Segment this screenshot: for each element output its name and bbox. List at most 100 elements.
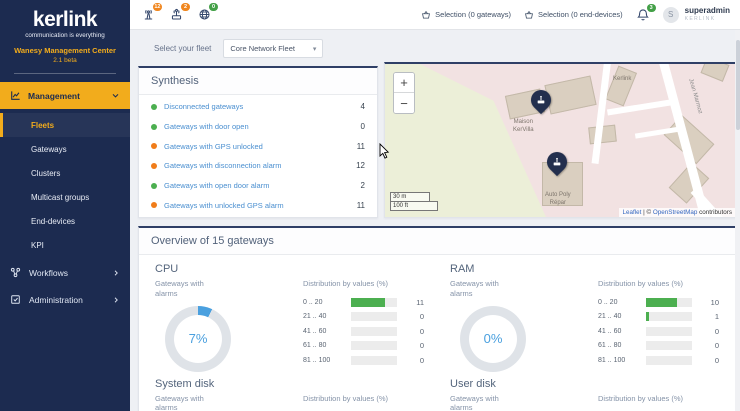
bar-fill	[646, 312, 650, 322]
bar-fill	[351, 297, 385, 307]
distribution-row: 81 .. 100 0	[303, 355, 424, 365]
overview-panel: Overview of 15 gateways CPU Gateways wit…	[138, 226, 736, 411]
status-dot-icon	[151, 123, 157, 130]
avatar: S	[662, 6, 679, 23]
user-disk-section: User disk Gateways with alarms Distribut…	[450, 378, 719, 411]
basket-icon	[524, 10, 534, 20]
synthesis-row: Gateways with open door alarm 2	[139, 176, 377, 196]
status-dot-icon	[151, 162, 157, 169]
sidebar-subitem[interactable]: Gateways	[0, 137, 130, 161]
attribution-suffix: contributors	[697, 209, 732, 216]
map-panel: Kerlink Maison KerVilla Auto Poly Répar …	[384, 62, 736, 218]
map-canvas[interactable]: Kerlink Maison KerVilla Auto Poly Répar …	[385, 64, 735, 217]
range-label: 81 .. 100	[303, 356, 331, 364]
gateway-pin-icon[interactable]	[526, 85, 556, 115]
synthesis-panel: Synthesis Disconnected gateways 4 Gatewa…	[138, 66, 378, 218]
synthesis-link[interactable]: Disconnected gateways	[164, 102, 244, 112]
synthesis-row: Gateways with unlocked GPS alarm 11	[139, 195, 377, 215]
fleet-select-value: Core Network Fleet	[230, 44, 295, 53]
cpu-section: CPU Gateways with alarms 7% Distribution…	[155, 263, 424, 372]
user-menu[interactable]: S superadmin KERLINK	[662, 6, 730, 23]
selection-gateways-button[interactable]: Selection (0 gateways)	[421, 10, 511, 20]
sidebar-item-label: Workflows	[29, 267, 69, 278]
sidebar-subitem-label: Fleets	[31, 120, 55, 130]
synthesis-row: Gateways with GPS unlocked 11	[139, 136, 377, 156]
scrollbar-thumb[interactable]	[735, 40, 740, 130]
fleet-selector-label: Select your fleet	[154, 44, 212, 53]
selection-gateways-label: Selection (0 gateways)	[435, 10, 512, 19]
network-badge: 0	[209, 2, 218, 11]
map-building	[544, 75, 597, 115]
alarm-badge: 12	[152, 2, 162, 11]
network-globe-icon[interactable]: 0	[196, 2, 218, 23]
fleet-select-dropdown[interactable]: Core Network Fleet ▾	[223, 39, 324, 58]
osm-link[interactable]: OpenStreetMap	[652, 209, 698, 216]
sidebar-item-workflows[interactable]: Workflows	[0, 259, 130, 286]
workflow-icon	[10, 267, 21, 278]
ram-distribution-label: Distribution by values (%)	[598, 279, 684, 288]
sidebar-subitem[interactable]: End-devices	[0, 209, 130, 233]
range-label: 81 .. 100	[598, 356, 626, 364]
cpu-distribution: 0 .. 20 11 21 .. 40 0	[303, 297, 424, 365]
distribution-row: 61 .. 80 0	[303, 341, 424, 351]
synthesis-link[interactable]: Gateways with disconnection alarm	[164, 161, 282, 171]
bar-fill	[646, 297, 677, 307]
sidebar-subitem[interactable]: KPI	[0, 233, 130, 257]
distribution-row: 21 .. 40 1	[598, 312, 719, 322]
gateway-pin-icon[interactable]	[542, 147, 572, 177]
sidebar-item-label: Management	[28, 90, 80, 101]
synthesis-value: 2	[360, 181, 365, 191]
distribution-row: 0 .. 20 10	[598, 297, 719, 307]
content-scrollbar	[735, 30, 740, 411]
synthesis-link[interactable]: Gateways with open door alarm	[164, 181, 270, 191]
gateway-alarm-icon-2[interactable]: 2	[168, 2, 190, 23]
ram-alarms-percent: 0%	[483, 331, 503, 346]
sidebar-subitem[interactable]: Fleets	[0, 113, 130, 138]
sidebar-item-administration[interactable]: Administration	[0, 286, 130, 313]
synthesis-link[interactable]: Gateways with unlocked GPS alarm	[164, 200, 284, 210]
cpu-distribution-label: Distribution by values (%)	[303, 279, 389, 288]
user-disk-distribution-label: Distribution by values (%)	[598, 393, 684, 403]
bar-track	[351, 341, 397, 351]
main-content: Select your fleet Core Network Fleet ▾ S…	[130, 30, 740, 411]
bar-value: 11	[416, 297, 424, 307]
synthesis-link[interactable]: Gateways with door open	[164, 122, 249, 131]
sidebar-item-management[interactable]: Management	[0, 82, 130, 110]
synthesis-value: 12	[356, 161, 365, 171]
ram-title: RAM	[450, 263, 475, 275]
sidebar-subitem[interactable]: Clusters	[0, 161, 130, 185]
bar-track	[351, 355, 397, 365]
bar-track	[351, 312, 397, 322]
distribution-row: 61 .. 80 0	[598, 341, 719, 351]
synthesis-row: Gateways with door open 0	[139, 117, 377, 137]
sidebar-subitem[interactable]: Multicast groups	[0, 185, 130, 209]
sidebar-subitem-label: Gateways	[31, 144, 67, 154]
user-name: superadmin	[684, 6, 730, 16]
zoom-out-button[interactable]: −	[394, 93, 414, 113]
chevron-right-icon	[112, 269, 120, 277]
zoom-in-button[interactable]: +	[394, 73, 414, 93]
chevron-down-icon	[111, 91, 120, 100]
user-disk-title: User disk	[450, 377, 496, 390]
range-label: 21 .. 40	[303, 313, 327, 321]
distribution-row: 81 .. 100 0	[598, 355, 719, 365]
map-zoom-control: + −	[393, 72, 415, 114]
chevron-right-icon	[112, 296, 120, 304]
logo-block: kerlink communication is everything Wane…	[0, 0, 130, 64]
user-disk-alarms-label: Gateways with alarms	[450, 393, 499, 411]
distribution-row: 21 .. 40 0	[303, 312, 424, 322]
gateway-alarm-icon-1[interactable]: 12	[140, 2, 162, 23]
bar-value: 0	[714, 326, 719, 336]
range-label: 41 .. 60	[598, 327, 622, 335]
map-label-kerlink: Kerlink	[613, 76, 632, 82]
notifications-badge: 3	[646, 3, 656, 12]
leaflet-link[interactable]: Leaflet	[622, 209, 642, 216]
notifications-bell-icon[interactable]: 3	[636, 3, 656, 22]
bar-value: 0	[419, 326, 424, 336]
bar-value: 0	[714, 341, 719, 351]
bar-track	[646, 355, 692, 365]
system-disk-alarms-label: Gateways with alarms	[155, 393, 204, 411]
selection-end-devices-button[interactable]: Selection (0 end-devices)	[524, 10, 623, 20]
synthesis-value: 4	[360, 102, 365, 112]
synthesis-link[interactable]: Gateways with GPS unlocked	[164, 141, 263, 151]
